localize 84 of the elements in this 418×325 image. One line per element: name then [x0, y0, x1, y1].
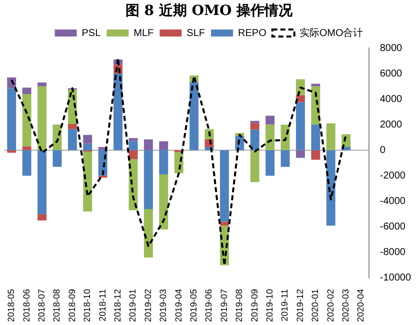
- bar: [159, 174, 168, 230]
- x-tick-label: 2019-05: [188, 288, 199, 322]
- x-tick-label: 2019-06: [204, 288, 214, 322]
- y-tick-label: -4000: [380, 196, 406, 208]
- x-tick-label: 2019-08: [234, 288, 244, 322]
- y-tick-label: -2000: [380, 170, 406, 182]
- x-tick-label: 2019-01: [128, 288, 138, 322]
- bar: [22, 150, 32, 176]
- bar: [38, 86, 46, 150]
- bar: [250, 120, 260, 124]
- legend-label: SLF: [186, 28, 206, 39]
- y-tick-label: 4000: [380, 94, 403, 105]
- bar: [128, 150, 138, 160]
- bar: [250, 130, 260, 150]
- bar: [144, 139, 153, 150]
- bar: [7, 88, 16, 150]
- bar: [38, 82, 46, 86]
- y-tick-label: -6000: [380, 222, 406, 233]
- x-tick-label: 2018-10: [82, 288, 92, 322]
- bar: [38, 214, 46, 220]
- bar: [159, 150, 168, 174]
- x-tick-label: 2020-03: [340, 288, 351, 322]
- x-tick-label: 2020-02: [325, 288, 336, 322]
- x-tick-label: 2019-11: [280, 288, 290, 322]
- x-tick-label: 2019-07: [218, 288, 229, 322]
- bar: [128, 141, 138, 150]
- bar: [22, 146, 32, 150]
- bar: [190, 82, 199, 150]
- x-tick-label: 2018-11: [97, 288, 108, 322]
- y-tick-label: 0: [380, 144, 386, 156]
- chart-title: 图 8 近期 OMO 操作情况: [124, 2, 294, 21]
- x-tick-label: 2020-01: [310, 288, 320, 322]
- x-tick-label: 2019-03: [158, 288, 168, 322]
- bar: [22, 88, 32, 94]
- x-tick-label: 2019-10: [264, 288, 275, 322]
- bar: [326, 150, 336, 226]
- bar: [144, 208, 153, 258]
- y-tick-label: -10000: [380, 272, 412, 284]
- bar: [250, 150, 260, 182]
- x-tick-label: 2018-09: [66, 288, 77, 322]
- bar: [311, 124, 320, 150]
- x-tick-label: 2018-05: [6, 288, 16, 322]
- y-tick-label: 6000: [380, 68, 403, 80]
- bar: [128, 138, 138, 142]
- bar: [266, 116, 275, 125]
- bar: [280, 150, 290, 167]
- bar: [83, 144, 92, 150]
- bar: [326, 123, 336, 150]
- y-tick-label: 8000: [380, 42, 403, 54]
- x-tick-label: 2018-06: [21, 288, 32, 322]
- bar: [250, 123, 260, 130]
- bar: [311, 84, 320, 86]
- bar: [22, 94, 32, 146]
- bar: [114, 74, 122, 150]
- legend-label: REPO: [238, 28, 267, 39]
- x-tick-label: 2019-12: [294, 288, 305, 322]
- legend-label: MLF: [134, 28, 154, 39]
- x-tick-label: 2019-02: [142, 288, 153, 322]
- legend-label: PSL: [82, 28, 102, 39]
- legend-label: 实际OMO合计: [299, 26, 364, 39]
- x-tick-label: 2018-12: [112, 288, 123, 322]
- bar: [38, 150, 46, 214]
- bar: [68, 124, 77, 130]
- bar: [296, 102, 305, 150]
- y-tick-label: 2000: [380, 119, 403, 130]
- x-tick-label: 2019-09: [249, 288, 260, 322]
- x-tick-label: 2018-07: [36, 288, 46, 322]
- x-tick-label: 2018-08: [52, 288, 62, 322]
- y-tick-label: -8000: [380, 247, 406, 258]
- line-series: [10, 57, 348, 266]
- bar: [266, 150, 275, 176]
- x-tick-label: 2020-04: [356, 288, 366, 322]
- bar: [83, 151, 92, 212]
- bar: [52, 150, 62, 167]
- bar: [144, 150, 153, 209]
- bar: [266, 124, 275, 150]
- bar: [159, 141, 168, 150]
- bar: [311, 150, 320, 160]
- bar: [7, 150, 16, 153]
- x-tick-label: 2019-04: [173, 288, 184, 322]
- bar: [220, 150, 229, 222]
- bar: [83, 134, 92, 144]
- bar: [68, 129, 77, 150]
- bar: [296, 150, 305, 158]
